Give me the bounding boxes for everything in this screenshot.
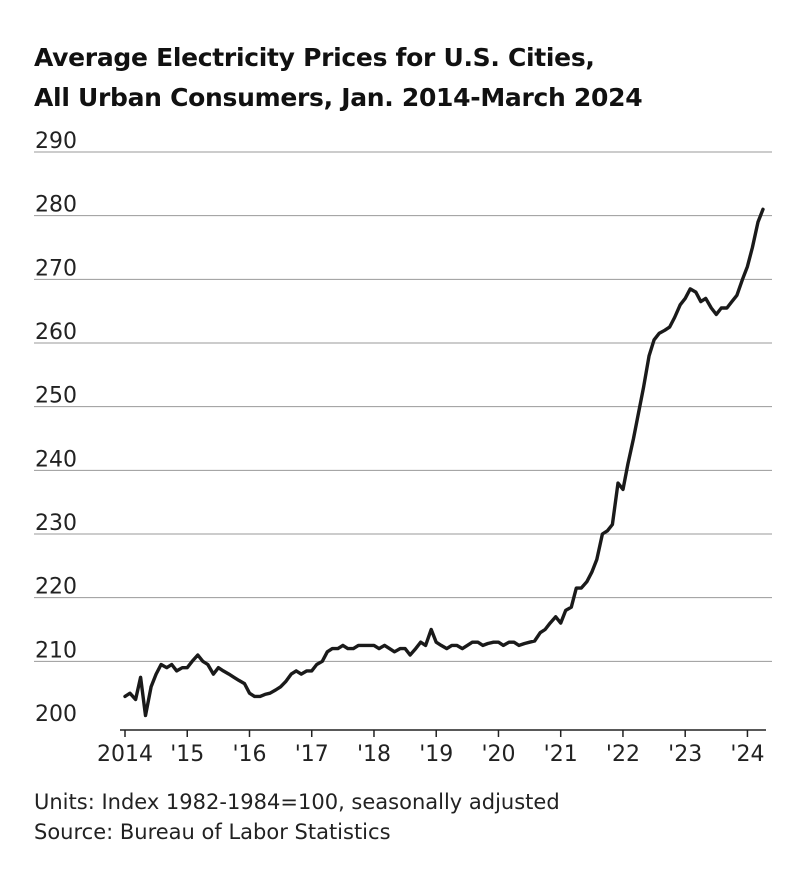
x-tick-label-2024: '24 [730, 742, 764, 767]
x-tick-label-2020: '20 [481, 742, 515, 767]
y-tick-label-250: 250 [35, 384, 77, 409]
x-tick-label-2022: '22 [606, 742, 640, 767]
y-tick-label-260: 260 [35, 320, 77, 345]
chart-footer: Units: Index 1982-1984=100, seasonally a… [34, 787, 560, 847]
y-tick-label-230: 230 [35, 511, 77, 536]
y-tick-label-220: 220 [35, 575, 77, 600]
y-tick-label-210: 210 [35, 638, 77, 663]
y-tick-label-270: 270 [35, 256, 77, 281]
x-tick-label-2021: '21 [544, 742, 578, 767]
x-tick-label-2023: '23 [668, 742, 702, 767]
y-tick-label-240: 240 [35, 447, 77, 472]
x-tick-label-2014: 2014 [97, 742, 153, 767]
chart-title-line-2: All Urban Consumers, Jan. 2014-March 202… [34, 83, 643, 112]
y-tick-label-200: 200 [35, 702, 77, 727]
units-note: Units: Index 1982-1984=100, seasonally a… [34, 790, 560, 814]
x-tick-label-2018: '18 [357, 742, 391, 767]
x-tick-label-2017: '17 [295, 742, 329, 767]
y-tick-label-290: 290 [35, 129, 77, 154]
x-tick-label-2015: '15 [170, 742, 204, 767]
y-tick-label-280: 280 [35, 193, 77, 218]
x-tick-label-2019: '19 [419, 742, 453, 767]
x-tick-label-2016: '16 [232, 742, 266, 767]
series-line-0 [123, 207, 765, 718]
chart-title-line-1: Average Electricity Prices for U.S. Citi… [34, 43, 595, 72]
source-note: Source: Bureau of Labor Statistics [34, 820, 391, 844]
chart-title: Average Electricity Prices for U.S. Citi… [34, 38, 774, 118]
